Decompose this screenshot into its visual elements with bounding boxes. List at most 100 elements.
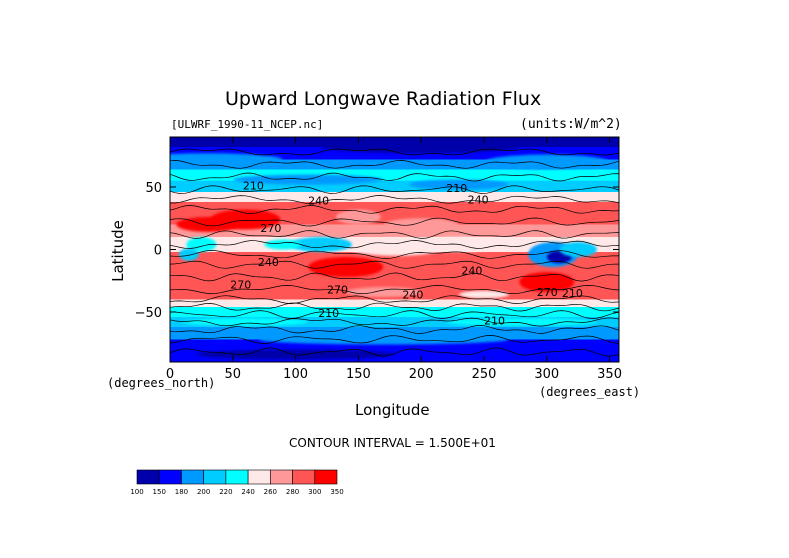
contour-line	[170, 260, 619, 269]
heatmap-feature	[484, 154, 610, 170]
contour-line	[170, 160, 619, 169]
heatmap-feature	[308, 257, 384, 277]
colorbar: 100 150 180 200 220 240 260 280 300 350	[130, 469, 344, 496]
x-unit-label: (degrees_east)	[539, 385, 641, 399]
heatmap-feature	[559, 242, 597, 257]
colorbar-swatch	[136, 469, 160, 485]
heatmap-feature	[459, 290, 509, 299]
contour-label: 270	[537, 286, 558, 299]
x-tick-label: 50	[225, 367, 242, 382]
heatmap-feature	[201, 272, 252, 287]
x-tick-label: 250	[472, 367, 497, 382]
heatmap-feature	[289, 237, 352, 252]
colorbar-tick-label: 220	[219, 488, 232, 496]
contour-line	[170, 148, 619, 156]
contour-label: 210	[318, 307, 339, 320]
contour-line	[170, 317, 619, 327]
contour-line	[170, 272, 619, 282]
heatmap-feature	[233, 174, 383, 185]
contour-lines	[170, 148, 619, 357]
colorbar-tick-label: 180	[175, 488, 188, 496]
axes: 0 50 100 150 200 250 300 350 −50 0 50	[135, 137, 622, 382]
contour-line	[170, 302, 619, 312]
lat-band	[170, 192, 619, 203]
x-axis-label: Longitude	[355, 401, 430, 419]
chart-title: Upward Longwave Radiation Flux	[225, 88, 542, 110]
heatmap-feature	[519, 272, 575, 292]
contour-line	[170, 230, 619, 239]
heatmap-feature	[258, 334, 509, 345]
contour-line	[170, 295, 619, 304]
contour-line	[170, 325, 619, 334]
contour-line	[170, 185, 619, 194]
colorbar-tick-label: 300	[308, 488, 321, 496]
contour-line	[170, 195, 619, 204]
heatmap-feature	[321, 140, 521, 154]
x-tick-label: 350	[597, 367, 622, 382]
colorbar-swatch	[314, 469, 338, 485]
contour-line	[170, 172, 619, 182]
colorbar-swatch	[181, 469, 204, 485]
y-unit-label: (degrees_north)	[107, 376, 216, 390]
contour-interval: CONTOUR INTERVAL = 1.500E+01	[289, 436, 496, 450]
lat-band	[170, 169, 619, 182]
heatmap-feature	[170, 153, 283, 166]
contour-label: 270	[327, 283, 348, 296]
contour-label: 210	[243, 180, 264, 193]
x-tick-label: 150	[346, 367, 371, 382]
contour-line	[170, 205, 619, 214]
colorbar-swatch	[158, 469, 182, 485]
lat-band	[170, 299, 619, 308]
heatmap-feature	[383, 259, 484, 275]
colorbar-tick-label: 260	[264, 488, 277, 496]
contour-line	[170, 285, 619, 294]
colorbar-swatch	[203, 469, 227, 485]
colorbar-tick-label: 100	[130, 488, 143, 496]
lat-band	[170, 307, 619, 318]
contour-label: 240	[308, 195, 329, 208]
contour-label: 210	[484, 315, 505, 328]
colorbar-tick-label: 200	[197, 488, 210, 496]
y-axis-label: Latitude	[108, 220, 127, 282]
colorbar-tick-label: 280	[286, 488, 299, 496]
heatmap-feature	[195, 349, 396, 360]
heatmap-feature	[178, 248, 199, 261]
y-tick-label: 50	[145, 181, 162, 196]
contour-line	[170, 250, 619, 259]
units-label: (units:W/m^2)	[520, 117, 622, 132]
colorbar-tick-label: 240	[241, 488, 254, 496]
contour-label: 270	[260, 222, 281, 235]
colorbar-swatch	[270, 469, 293, 485]
lat-band	[170, 317, 619, 328]
colorbar-tick-label: 350	[330, 488, 343, 496]
x-tick-label: 300	[534, 367, 559, 382]
colorbar-swatch	[225, 469, 249, 485]
contour-line	[170, 217, 619, 227]
heatmap-feature	[264, 239, 302, 250]
colorbar-tick-label: 150	[153, 488, 166, 496]
colorbar-swatch	[292, 469, 316, 485]
heatmap-feature	[408, 179, 509, 190]
contour-label: 240	[468, 193, 489, 206]
lat-band	[170, 202, 619, 213]
heatmap-feature	[383, 218, 459, 231]
y-tick-label: −50	[135, 306, 162, 321]
contour-line	[170, 347, 619, 357]
x-tick-label: 0	[166, 367, 174, 382]
lat-band	[170, 159, 619, 170]
contour-label: 240	[258, 256, 279, 269]
contour-line	[170, 335, 619, 344]
y-tick-label: 0	[154, 244, 162, 259]
x-tick-label: 200	[409, 367, 434, 382]
contour-label: 240	[402, 288, 423, 301]
heatmap-feature	[335, 209, 381, 225]
lat-band	[170, 224, 619, 238]
contour-label: 210	[446, 182, 467, 195]
contour-label: 210	[562, 287, 583, 300]
lat-band	[170, 339, 619, 350]
colorbar-swatch	[247, 469, 271, 485]
lat-band	[170, 180, 619, 193]
contour-line	[170, 240, 619, 249]
